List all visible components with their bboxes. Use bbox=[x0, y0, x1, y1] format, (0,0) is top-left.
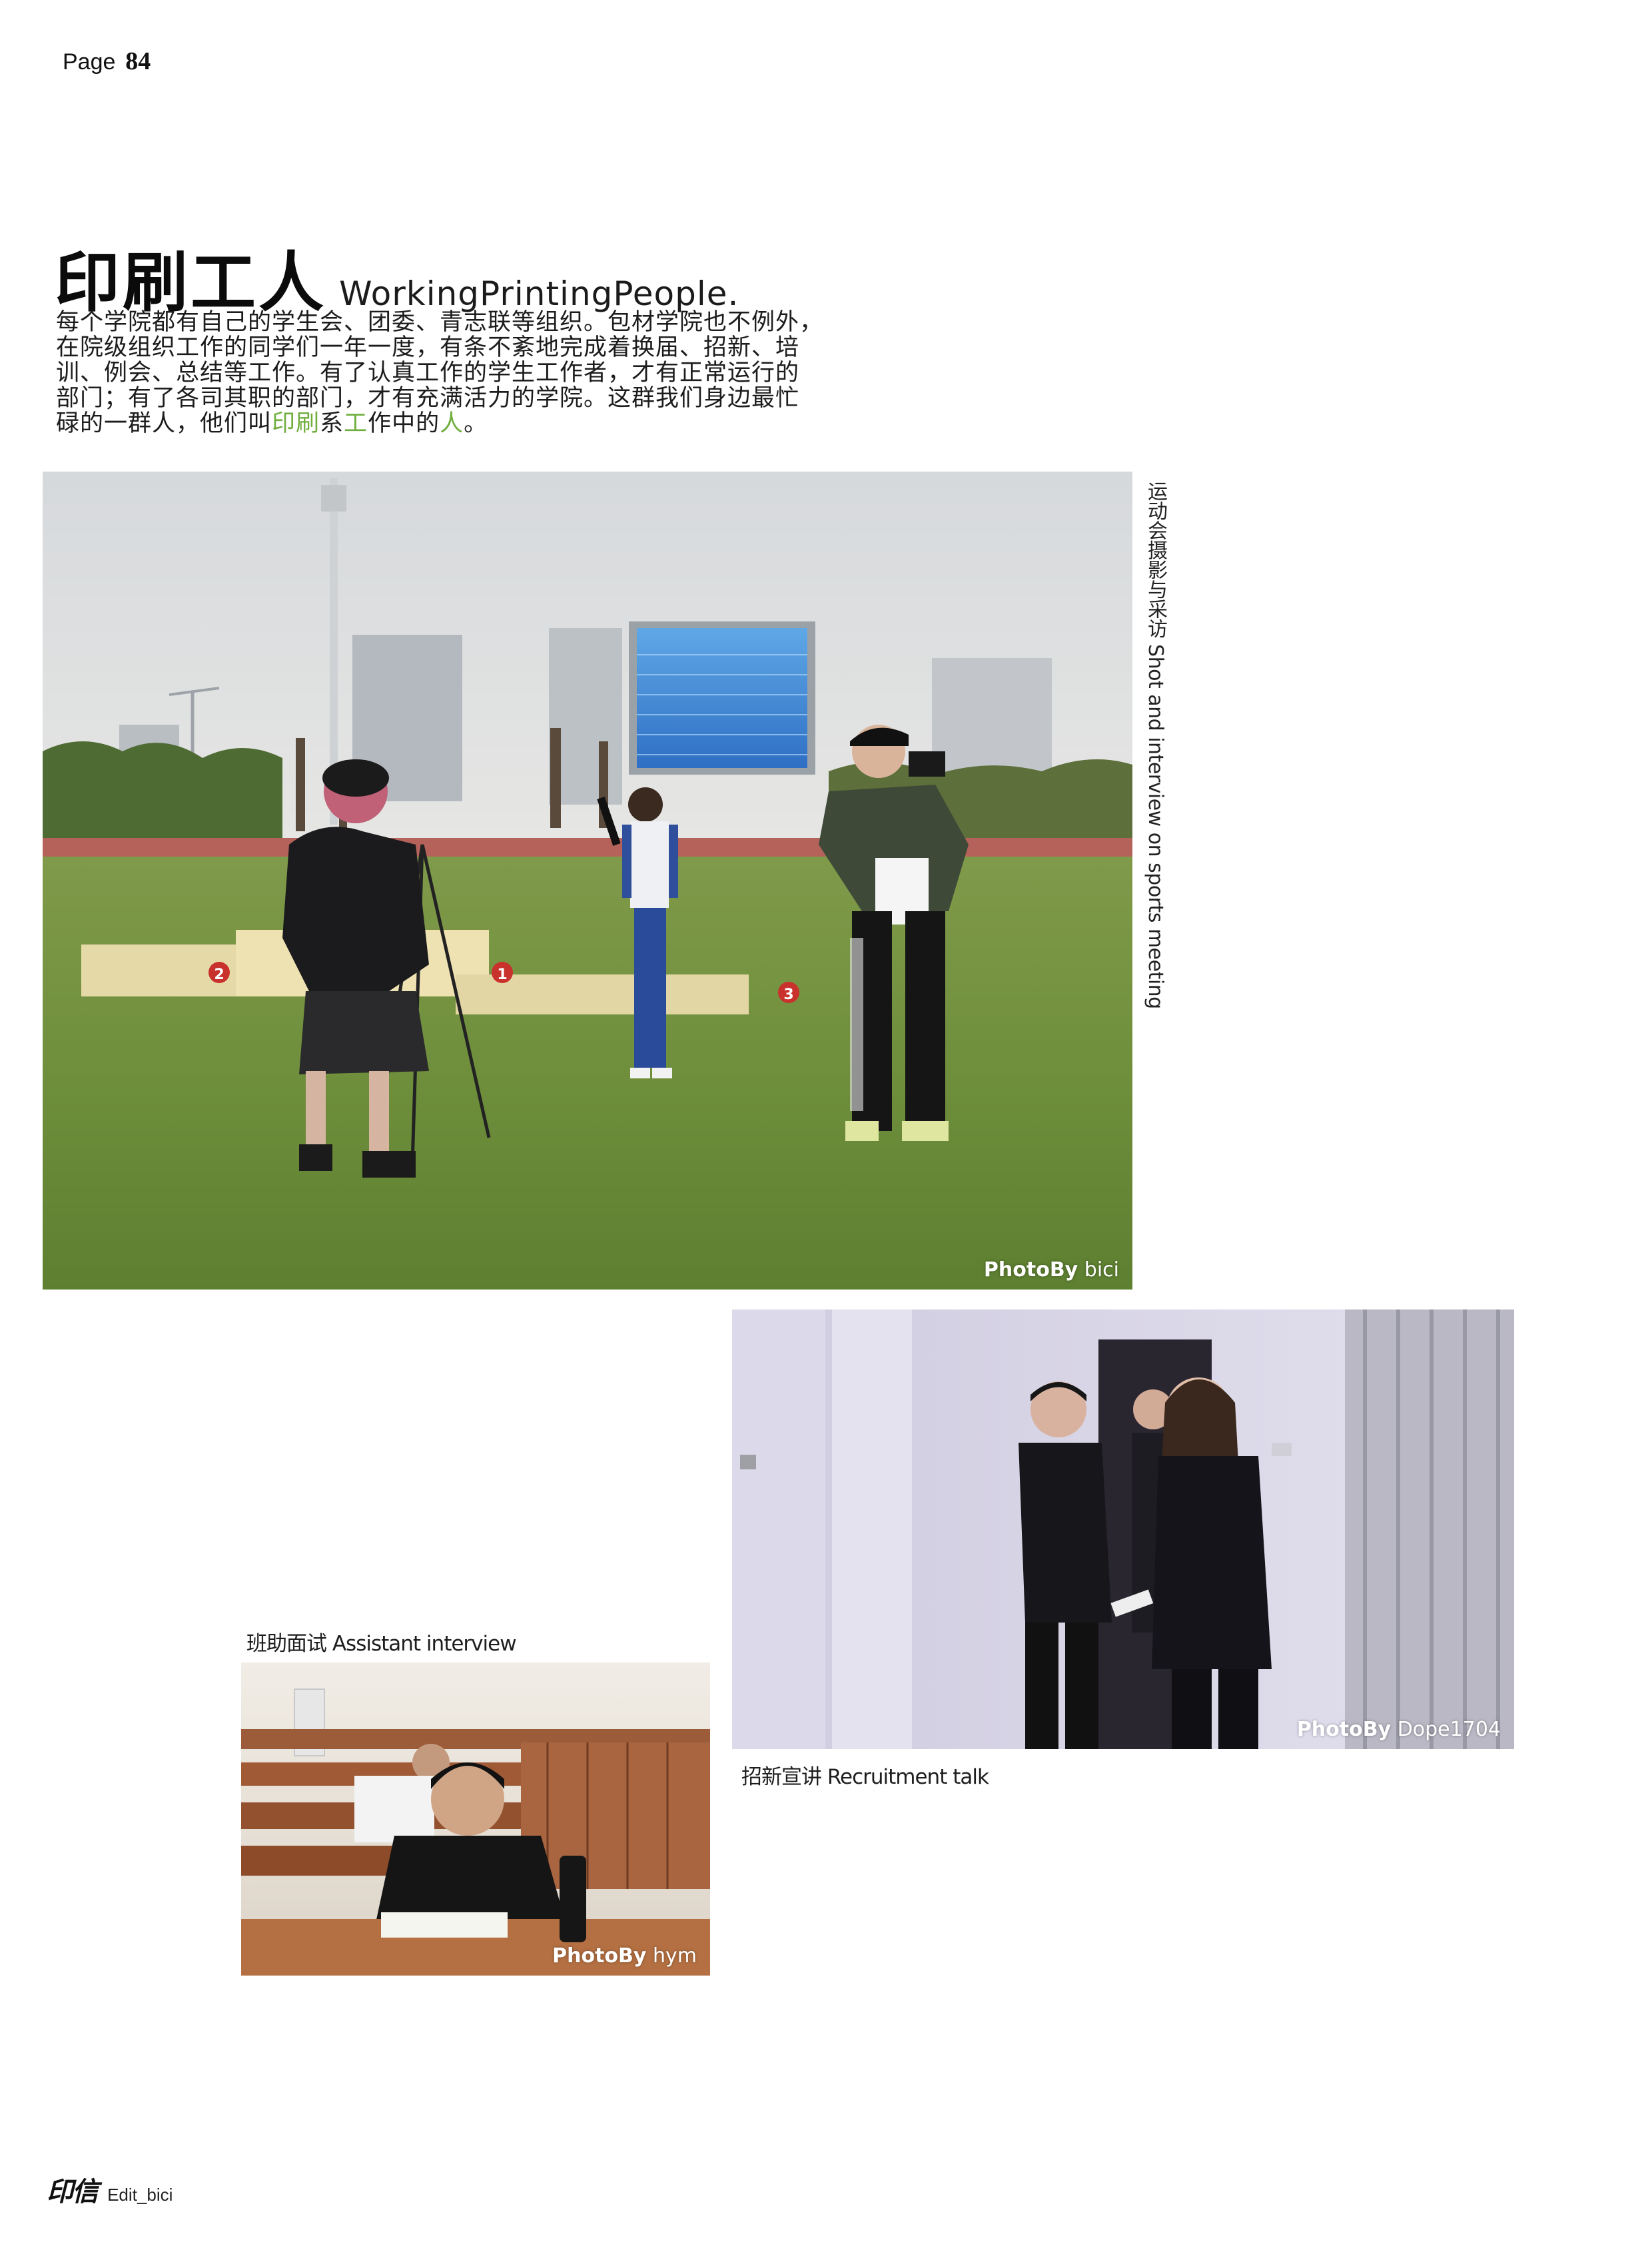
article-title-en: WorkingPrintingPeople. bbox=[339, 274, 739, 313]
page-number-value: 84 bbox=[125, 47, 151, 75]
intro-line-last: 碌的一群人，他们叫印刷系工作中的人。 bbox=[56, 411, 882, 436]
intro-text: 。 bbox=[464, 410, 488, 437]
intro-line: 每个学院都有自己的学生会、团委、青志联等组织。包材学院也不例外， bbox=[56, 309, 824, 336]
page-label: Page bbox=[63, 49, 116, 75]
intro-line: 部门；有了各司其职的部门，才有充满活力的学院。这群我们身边最忙 bbox=[56, 385, 800, 412]
intro-highlight: 工 bbox=[344, 410, 368, 437]
article-title-cn: 印刷工人 bbox=[55, 245, 327, 321]
credit-name: hym bbox=[653, 1944, 697, 1968]
intro-text: 碌的一群人，他们叫 bbox=[56, 410, 272, 437]
assistant-interview-photo: PhotoBy hym bbox=[241, 1663, 710, 1976]
intro-line: 在院级组织工作的同学们一年一度，有条不紊地完成着换届、招新、培 bbox=[56, 334, 800, 361]
credit-name: Dope1704 bbox=[1397, 1718, 1501, 1741]
intro-highlight: 人 bbox=[440, 410, 464, 437]
intro-text: 作中的 bbox=[368, 410, 440, 437]
photo-credit: PhotoBy hym bbox=[552, 1944, 697, 1968]
podium-mark-2: 2 bbox=[214, 966, 224, 983]
sports-photo-caption: 运动会摄影与采访 Shot and interview on sports me… bbox=[1140, 481, 1170, 1009]
page-number: Page 84 bbox=[63, 47, 151, 76]
credit-label: PhotoBy bbox=[983, 1258, 1078, 1282]
podium-mark-3: 3 bbox=[783, 986, 793, 1003]
credit-name: bici bbox=[1084, 1258, 1119, 1282]
interview-photo-caption: 班助面试 Assistant interview bbox=[246, 1632, 517, 1656]
page-footer: 印信 Edit_bici bbox=[47, 2170, 173, 2209]
article-heading: 印刷工人 WorkingPrintingPeople. bbox=[55, 230, 739, 324]
intro-text: 系 bbox=[320, 410, 344, 437]
magazine-logo: 印信 bbox=[47, 2176, 99, 2207]
sports-caption-text: 运动会摄影与采访 Shot and interview on sports me… bbox=[1144, 481, 1167, 1009]
credit-label: PhotoBy bbox=[1296, 1718, 1392, 1741]
credit-label: PhotoBy bbox=[552, 1944, 647, 1968]
intro-highlight: 印刷 bbox=[272, 410, 320, 437]
photo-credit: PhotoBy Dope1704 bbox=[1297, 1718, 1501, 1741]
recruit-photo-caption: 招新宣讲 Recruitment talk bbox=[741, 1765, 989, 1789]
recruitment-talk-illustration bbox=[732, 1309, 1514, 1749]
photo-credit: PhotoBy bici bbox=[984, 1258, 1119, 1282]
intro-paragraph: 每个学院都有自己的学生会、团委、青志联等组织。包材学院也不例外， 在院级组织工作… bbox=[56, 310, 882, 436]
sports-meeting-illustration: 2 1 3 bbox=[43, 472, 1132, 1290]
editor-credit: Edit_bici bbox=[107, 2185, 173, 2205]
recruitment-talk-photo: PhotoBy Dope1704 bbox=[732, 1309, 1514, 1749]
intro-line: 训、例会、总结等工作。有了认真工作的学生工作者，才有正常运行的 bbox=[56, 360, 800, 386]
sports-meeting-photo: 2 1 3 PhotoBy bici bbox=[43, 472, 1132, 1290]
assistant-interview-illustration bbox=[241, 1663, 710, 1976]
podium-mark-1: 1 bbox=[497, 966, 507, 983]
